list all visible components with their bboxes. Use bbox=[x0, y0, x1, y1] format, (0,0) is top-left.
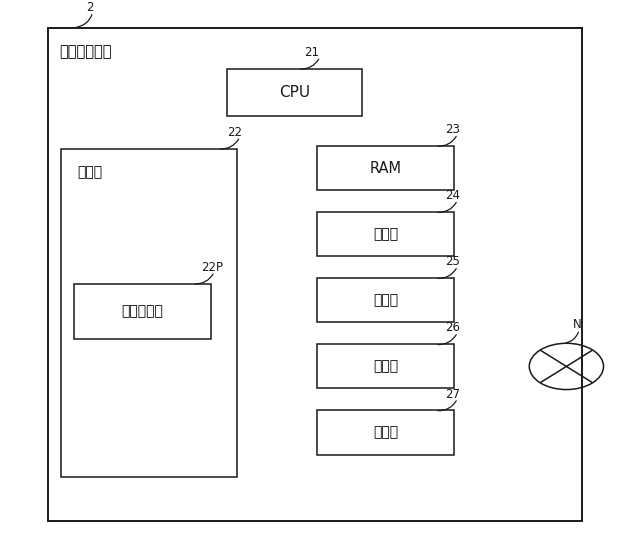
Text: 携帯端末装置: 携帯端末装置 bbox=[60, 44, 112, 59]
Text: 26: 26 bbox=[445, 321, 460, 334]
Text: 記憶部: 記憶部 bbox=[77, 165, 102, 179]
Bar bbox=[48, 28, 582, 521]
Text: 22P: 22P bbox=[202, 261, 223, 274]
Text: 2: 2 bbox=[86, 1, 94, 14]
Text: 受信部: 受信部 bbox=[373, 425, 398, 440]
Text: プログラム: プログラム bbox=[122, 304, 163, 318]
Text: RAM: RAM bbox=[370, 160, 402, 176]
Bar bbox=[317, 278, 454, 322]
Text: 通信部: 通信部 bbox=[373, 359, 398, 374]
Text: 表示部: 表示部 bbox=[373, 293, 398, 307]
Text: 25: 25 bbox=[445, 255, 460, 268]
Text: 24: 24 bbox=[445, 189, 460, 202]
Bar bbox=[61, 149, 237, 477]
Bar bbox=[74, 284, 211, 339]
Bar bbox=[317, 344, 454, 388]
Text: CPU: CPU bbox=[279, 85, 310, 100]
Text: 21: 21 bbox=[304, 46, 319, 59]
Text: 23: 23 bbox=[445, 123, 460, 136]
Bar bbox=[317, 212, 454, 256]
Text: 22: 22 bbox=[227, 126, 242, 139]
Bar bbox=[227, 69, 362, 116]
Bar bbox=[317, 410, 454, 455]
Bar bbox=[317, 146, 454, 190]
Text: 入力部: 入力部 bbox=[373, 227, 398, 241]
Text: 27: 27 bbox=[445, 387, 460, 401]
Text: N: N bbox=[573, 318, 582, 331]
